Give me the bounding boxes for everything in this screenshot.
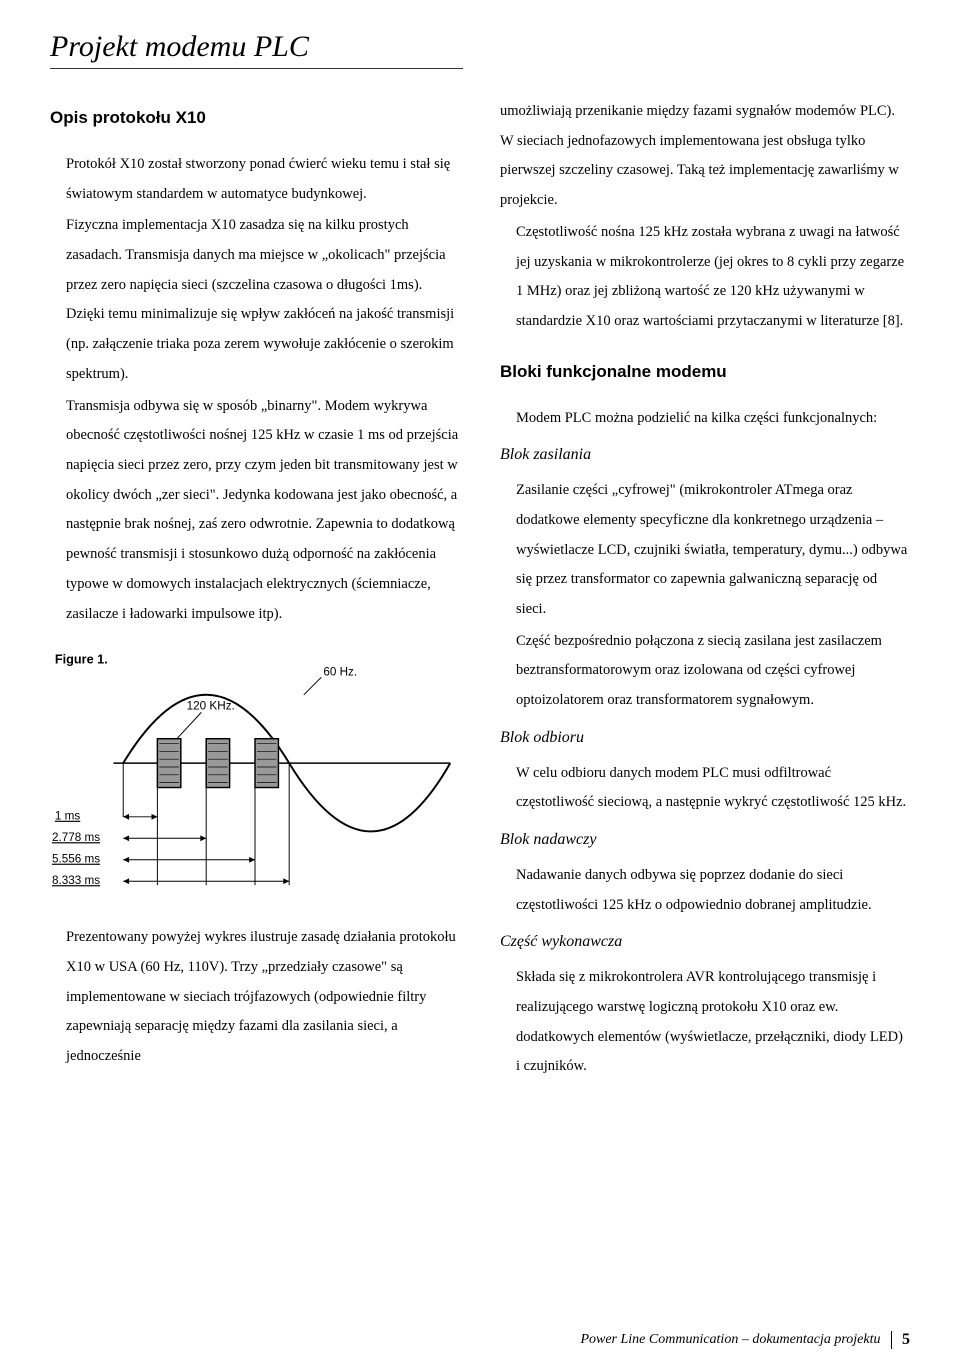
label-60hz: 60 Hz. bbox=[323, 666, 357, 679]
paragraph: Zasilanie części „cyfrowej" (mikrokontro… bbox=[500, 476, 910, 625]
page-footer: Power Line Communication – dokumentacja … bbox=[580, 1331, 910, 1349]
paragraph: Transmisja odbywa się w sposób „binarny"… bbox=[50, 392, 460, 630]
page-number: 5 bbox=[902, 1331, 910, 1349]
paragraph: Nadawanie danych odbywa się poprzez doda… bbox=[500, 861, 910, 920]
label-1ms: 1 ms bbox=[55, 810, 81, 823]
section-heading-x10: Opis protokołu X10 bbox=[50, 101, 460, 136]
label-5556ms: 5.556 ms bbox=[52, 853, 100, 866]
paragraph: Modem PLC można podzielić na kilka częśc… bbox=[500, 404, 910, 434]
label-8333ms: 8.333 ms bbox=[52, 875, 100, 888]
figure-1: Figure 1. 60 Hz. 120 KHz. bbox=[50, 643, 460, 905]
footer-text: Power Line Communication – dokumentacja … bbox=[580, 1332, 880, 1348]
label-120khz: 120 KHz. bbox=[187, 700, 235, 713]
right-column: umożliwiają przenikanie między fazami sy… bbox=[500, 97, 910, 1084]
paragraph: Protokół X10 został stworzony ponad ćwie… bbox=[50, 150, 460, 209]
section-heading-bloki: Bloki funkcjonalne modemu bbox=[500, 355, 910, 390]
page-title: Projekt modemu PLC bbox=[50, 30, 463, 69]
left-column: Opis protokołu X10 Protokół X10 został s… bbox=[50, 97, 460, 1084]
paragraph: W celu odbioru danych modem PLC musi odf… bbox=[500, 759, 910, 818]
label-2778ms: 2.778 ms bbox=[52, 832, 100, 845]
footer-divider bbox=[891, 1331, 893, 1349]
subsection-wykonawcza: Część wykonawcza bbox=[500, 926, 910, 959]
subsection-nadawczy: Blok nadawczy bbox=[500, 824, 910, 857]
content-columns: Opis protokołu X10 Protokół X10 został s… bbox=[50, 97, 910, 1084]
figure-label: Figure 1. bbox=[55, 653, 108, 667]
paragraph: Prezentowany powyżej wykres ilustruje za… bbox=[50, 923, 460, 1072]
paragraph: Częstotliwość nośna 125 kHz została wybr… bbox=[500, 218, 910, 337]
subsection-odbioru: Blok odbioru bbox=[500, 722, 910, 755]
subsection-zasilania: Blok zasilania bbox=[500, 439, 910, 472]
waveform-diagram: Figure 1. 60 Hz. 120 KHz. bbox=[50, 643, 460, 893]
paragraph: Składa się z mikrokontrolera AVR kontrol… bbox=[500, 963, 910, 1082]
paragraph: umożliwiają przenikanie między fazami sy… bbox=[500, 97, 910, 216]
paragraph: Część bezpośrednio połączona z siecią za… bbox=[500, 627, 910, 716]
paragraph: Fizyczna implementacja X10 zasadza się n… bbox=[50, 211, 460, 389]
